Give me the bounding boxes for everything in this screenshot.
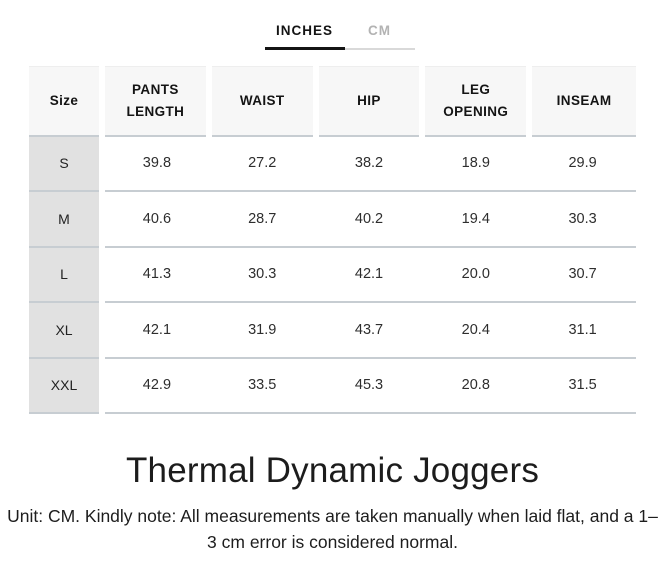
column-header-hip: HIP xyxy=(312,66,423,136)
product-title: Thermal Dynamic Joggers xyxy=(125,451,540,490)
measurement-cell: 20.4 xyxy=(422,302,530,358)
measurement-cell: 31.9 xyxy=(208,302,316,358)
measurement-cell: 43.7 xyxy=(315,302,423,358)
measurement-cell: 28.7 xyxy=(208,191,316,247)
measurement-cell: 30.7 xyxy=(529,246,636,302)
measurement-note: Unit: CM. Kindly note: All measurements … xyxy=(7,506,658,553)
table-row: S 39.8 27.2 38.2 18.9 29.9 xyxy=(29,135,636,191)
column-header-pants-length: PANTS LENGTH xyxy=(99,66,209,136)
measurement-cell: 41.3 xyxy=(102,246,209,302)
size-cell: M xyxy=(29,191,105,247)
tab-inches[interactable]: INCHES xyxy=(264,20,345,50)
table-body: S 39.8 27.2 38.2 18.9 29.9 M 40.6 28.7 40.2 19.4 30… xyxy=(29,135,636,413)
measurement-cell: 45.3 xyxy=(315,357,423,413)
size-chart-table: Size PANTS LENGTH WAIST HIP LEG OPENING … xyxy=(29,66,636,414)
measurement-cell: 27.2 xyxy=(208,135,316,191)
measurement-cell: 31.5 xyxy=(529,357,636,413)
table-row: XXL 42.9 33.5 45.3 20.8 31.5 xyxy=(29,357,636,413)
measurement-cell: 40.6 xyxy=(102,191,209,247)
column-header-leg-opening: LEG OPENING xyxy=(419,66,530,136)
size-cell: S xyxy=(29,135,105,191)
column-header-size: Size xyxy=(29,66,102,136)
measurement-cell: 42.9 xyxy=(102,357,209,413)
measurement-cell: 29.9 xyxy=(529,135,636,191)
table-row: M 40.6 28.7 40.2 19.4 30.3 xyxy=(29,191,636,247)
measurement-cell: 20.8 xyxy=(422,357,530,413)
table-row: L 41.3 30.3 42.1 20.0 30.7 xyxy=(29,246,636,302)
tab-cm[interactable]: CM xyxy=(344,20,415,50)
measurement-cell: 30.3 xyxy=(208,246,316,302)
table-row: XL 42.1 31.9 43.7 20.4 31.1 xyxy=(29,302,636,358)
measurement-cell: 42.1 xyxy=(315,246,423,302)
size-cell: XL xyxy=(29,302,105,358)
measurement-cell: 40.2 xyxy=(315,191,423,247)
measurement-cell: 30.3 xyxy=(529,191,636,247)
column-header-inseam: INSEAM xyxy=(526,66,636,136)
measurement-cell: 42.1 xyxy=(102,302,209,358)
size-cell: L xyxy=(29,246,105,302)
measurement-cell: 31.1 xyxy=(529,302,636,358)
measurement-cell: 18.9 xyxy=(422,135,530,191)
unit-tabs: INCHES CM xyxy=(7,0,665,50)
size-cell: XXL xyxy=(29,357,105,413)
measurement-cell: 20.0 xyxy=(422,246,530,302)
measurement-cell: 38.2 xyxy=(315,135,423,191)
column-header-waist: WAIST xyxy=(205,66,316,136)
measurement-cell: 33.5 xyxy=(208,357,316,413)
measurement-cell: 19.4 xyxy=(422,191,530,247)
table-header-row: Size PANTS LENGTH WAIST HIP LEG OPENING … xyxy=(29,66,636,136)
measurement-cell: 39.8 xyxy=(102,135,209,191)
